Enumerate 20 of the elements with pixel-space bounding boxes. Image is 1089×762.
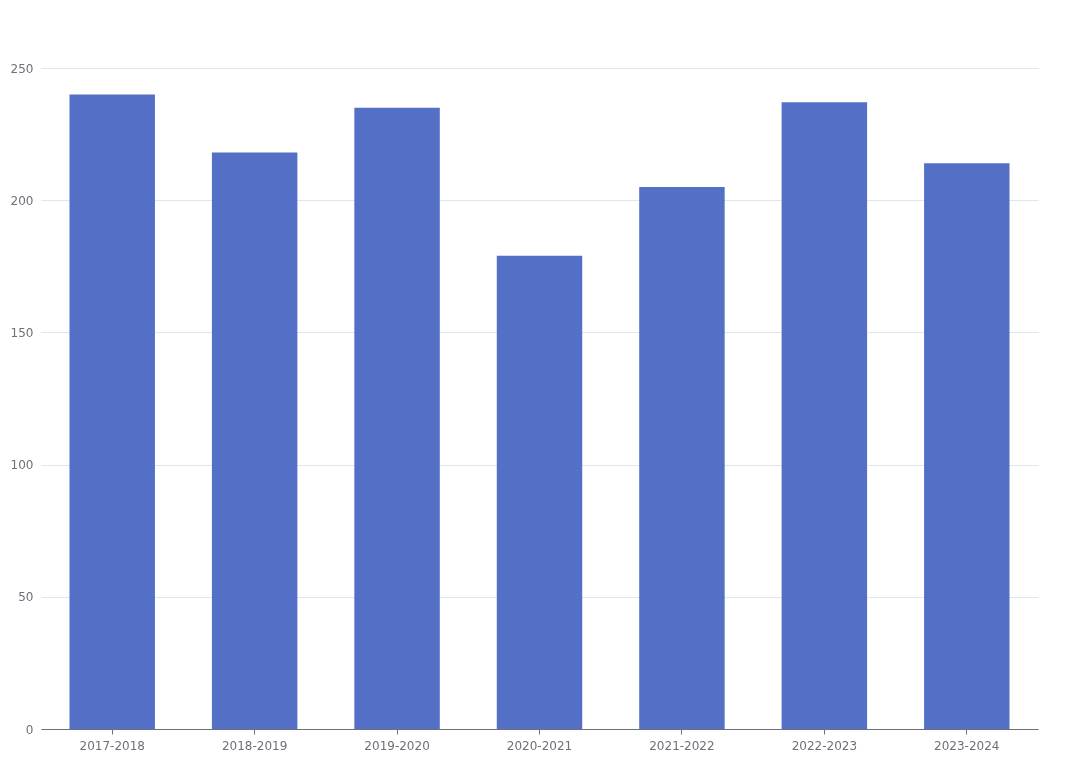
bar [639,186,725,729]
bar [924,163,1010,729]
y-tick-label: 200 [10,193,34,208]
bar [354,107,440,729]
y-tick-label: 250 [10,61,34,76]
x-tick-label: 2017-2018 [79,738,145,753]
y-tick-label: 50 [18,590,34,605]
x-tick-label: 2021-2022 [649,738,715,753]
bar [781,102,868,729]
bar [496,255,583,729]
y-tick-label: 150 [10,325,34,340]
bar [69,94,155,729]
x-tick-label: 2020-2021 [506,738,573,753]
bar [211,152,298,729]
x-tick-label: 2023-2024 [934,738,1000,753]
y-tick-label: 100 [10,458,34,473]
x-tick-label: 2019-2020 [364,738,430,753]
y-tick-label: 0 [25,722,34,737]
x-tick-label: 2022-2023 [791,738,858,753]
x-tick-label: 2018-2019 [221,738,288,753]
